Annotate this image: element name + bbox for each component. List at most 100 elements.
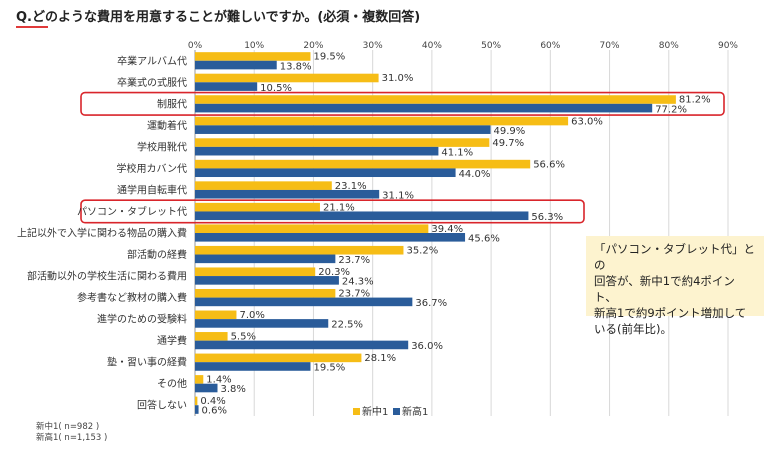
bar-junior xyxy=(195,288,336,298)
data-label-junior: 39.4% xyxy=(431,224,463,235)
category-label: 部活動の経費 xyxy=(127,248,187,261)
data-label-senior: 10.5% xyxy=(260,83,292,94)
data-label-junior: 5.5% xyxy=(231,332,256,343)
data-label-senior: 13.8% xyxy=(280,61,312,72)
x-tick-label: 10% xyxy=(244,41,264,51)
bar-junior xyxy=(195,353,362,363)
data-label-junior: 19.5% xyxy=(313,52,345,63)
bar-senior xyxy=(195,276,339,285)
data-label-junior: 49.7% xyxy=(492,138,524,149)
bar-senior xyxy=(195,405,199,414)
data-label-senior: 56.3% xyxy=(531,212,563,223)
bar-senior xyxy=(195,233,466,242)
title-underline xyxy=(16,26,48,28)
category-label: 卒業アルバム代 xyxy=(117,54,187,67)
bar-senior xyxy=(195,362,311,371)
bar-junior xyxy=(195,159,531,169)
bar-senior xyxy=(195,254,336,264)
bar-junior xyxy=(195,310,237,320)
x-tick-label: 30% xyxy=(363,41,383,51)
x-tick-label: 50% xyxy=(481,41,501,51)
data-label-senior: 77.2% xyxy=(655,104,687,115)
bar-junior xyxy=(195,224,429,233)
data-label-senior: 44.0% xyxy=(459,169,491,180)
data-label-senior: 0.6% xyxy=(202,406,227,417)
highlight-box xyxy=(80,199,585,224)
bar-senior xyxy=(195,60,277,70)
bar-senior xyxy=(195,125,491,134)
bar-junior xyxy=(195,116,569,126)
bar-junior xyxy=(195,332,228,341)
data-label-senior: 45.6% xyxy=(468,234,500,245)
note-line: 回答が、新中1で約4ポイント、 xyxy=(594,274,735,304)
x-tick-label: 0% xyxy=(188,41,203,51)
data-label-junior: 63.0% xyxy=(571,116,603,127)
category-label: 通学用自転車代 xyxy=(117,183,187,196)
bar-senior xyxy=(195,297,413,307)
chart-title: Q.どのような費用を用意することが難しいですか。(必須・複数回答) xyxy=(16,10,421,25)
bar-junior xyxy=(195,52,311,61)
sample-size-junior: 新中1( n=982 ) xyxy=(36,422,100,432)
bar-junior xyxy=(195,245,404,255)
legend-label-senior: 新高1 xyxy=(402,405,428,418)
note-line: いる(前年比)。 xyxy=(594,322,672,336)
bar-senior xyxy=(195,319,329,328)
bar-junior xyxy=(195,95,676,104)
data-label-junior: 1.4% xyxy=(206,375,231,386)
category-label: その他 xyxy=(157,377,187,390)
bar-senior xyxy=(195,340,409,350)
category-label: 参考書など教材の購入費 xyxy=(77,291,187,304)
data-label-senior: 22.5% xyxy=(331,320,363,331)
category-label: 塾・習い事の経費 xyxy=(107,356,187,369)
bar-senior xyxy=(195,211,529,221)
bar-junior xyxy=(195,267,316,277)
data-label-senior: 3.8% xyxy=(221,384,246,395)
data-label-senior: 23.7% xyxy=(338,255,370,266)
data-label-junior: 20.3% xyxy=(318,267,350,278)
note-line: 「パソコン・タブレット代」との xyxy=(594,242,755,272)
category-label: 部活動以外の学校生活に関わる費用 xyxy=(27,270,187,283)
data-label-senior: 36.0% xyxy=(411,341,443,352)
data-label-junior: 7.0% xyxy=(239,310,264,321)
category-label: 卒業式の式服代 xyxy=(117,76,187,89)
data-label-senior: 41.1% xyxy=(441,147,473,158)
category-label: 進学のための受験料 xyxy=(97,313,187,326)
bar-senior xyxy=(195,189,380,199)
x-tick-label: 40% xyxy=(422,41,442,51)
data-label-junior: 81.2% xyxy=(679,95,711,106)
bar-junior xyxy=(195,73,379,83)
x-tick-label: 20% xyxy=(303,41,323,51)
category-label: 通学費 xyxy=(157,334,187,347)
bar-junior xyxy=(195,375,204,384)
legend-label-junior: 新中1 xyxy=(362,405,388,418)
data-label-junior: 35.2% xyxy=(406,245,438,256)
x-tick-label: 90% xyxy=(718,41,738,51)
annotation-note: 「パソコン・タブレット代」との 回答が、新中1で約4ポイント、 新高1で約9ポイ… xyxy=(586,236,764,336)
category-label: 上記以外で入学に関わる物品の購入費 xyxy=(17,227,187,240)
category-label: 回答しない xyxy=(137,399,187,412)
highlight-box xyxy=(80,91,725,116)
note-line: 新高1で約9ポイント増加して xyxy=(594,306,747,320)
data-label-senior: 49.9% xyxy=(494,126,526,137)
x-tick-label: 80% xyxy=(659,41,679,51)
category-label: 学校用靴代 xyxy=(137,140,187,153)
bar-senior xyxy=(195,103,653,113)
category-label: パソコン・タブレット代 xyxy=(77,205,187,218)
x-tick-label: 70% xyxy=(600,41,620,51)
sample-size-senior: 新高1( n=1,153 ) xyxy=(36,433,108,443)
data-label-junior: 0.4% xyxy=(200,396,225,407)
bar-junior xyxy=(195,396,198,406)
category-label: 制服代 xyxy=(157,97,187,110)
data-label-senior: 31.1% xyxy=(382,190,414,201)
category-label: 運動着代 xyxy=(147,119,187,132)
data-label-junior: 56.6% xyxy=(533,159,565,170)
data-label-senior: 19.5% xyxy=(313,363,345,374)
data-label-senior: 36.7% xyxy=(415,298,447,309)
data-label-junior: 31.0% xyxy=(382,73,414,84)
bar-senior xyxy=(195,168,456,178)
data-label-junior: 21.1% xyxy=(323,202,355,213)
legend-swatch-junior xyxy=(353,408,360,415)
data-label-senior: 24.3% xyxy=(342,277,374,288)
bar-senior xyxy=(195,383,218,393)
